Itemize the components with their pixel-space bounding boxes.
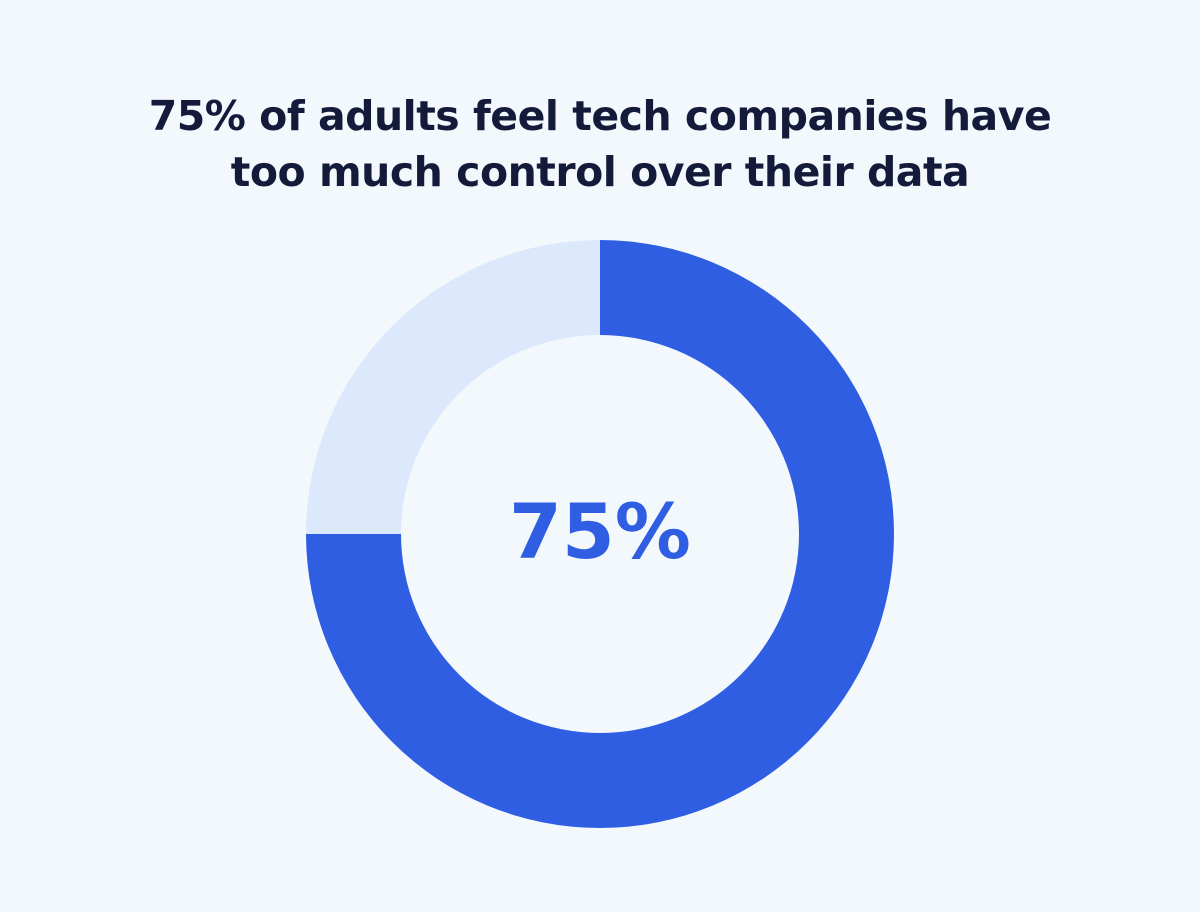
chart-title: 75% of adults feel tech companies have t… — [0, 88, 1200, 200]
chart-title-line-2: too much control over their data — [230, 148, 970, 196]
donut-slice-2 — [306, 240, 600, 534]
donut-slices — [306, 240, 894, 828]
donut-slice-1 — [306, 240, 894, 828]
donut-center-label: 75% — [509, 487, 691, 576]
chart-title-line-1: 75% of adults feel tech companies have — [148, 92, 1052, 140]
